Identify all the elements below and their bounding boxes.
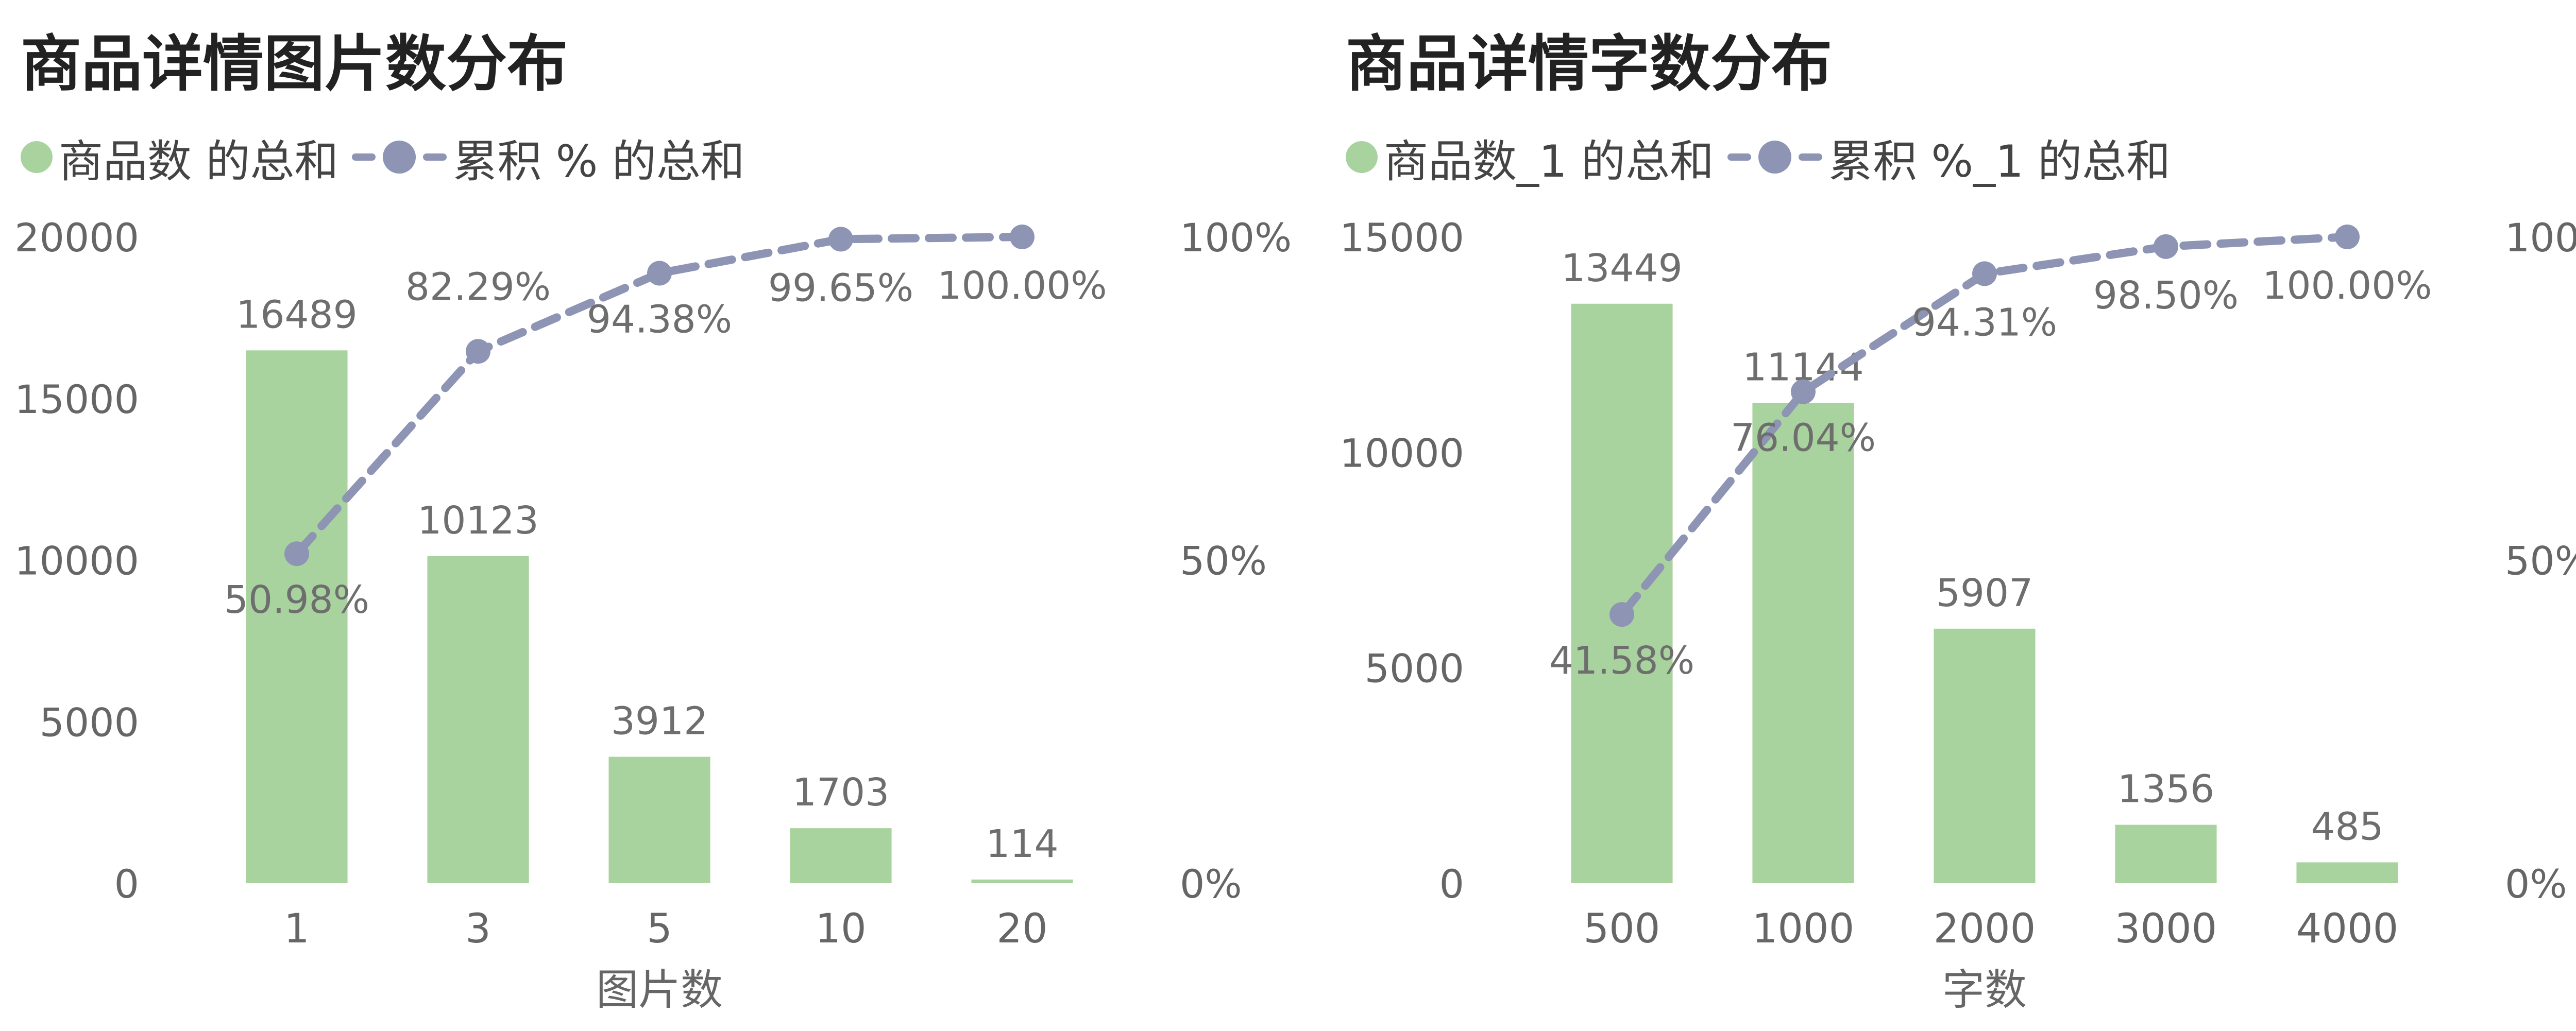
line-point (647, 261, 672, 286)
line-value-label: 99.65% (768, 266, 913, 310)
x-tick-label: 3000 (2115, 906, 2217, 952)
y-left-tick-label: 20000 (14, 215, 139, 261)
chart-title: 商品详情图片数分布 (21, 28, 568, 99)
line-value-label: 94.38% (587, 298, 732, 342)
bar (2115, 824, 2217, 883)
y-left-tick-label: 0 (1439, 861, 1464, 907)
legend-dash (1799, 153, 1823, 161)
line-point (1010, 225, 1035, 249)
line-value-label: 76.04% (1731, 416, 1876, 460)
y-left-tick-label: 10000 (1340, 430, 1464, 476)
y-left-tick-label: 15000 (1340, 215, 1464, 261)
bar (1752, 403, 1854, 883)
chart-panel-word-count: 商品详情字数分布 商品数_1 的总和 累积 %_1 的总和 0 5000 10000… (1325, 0, 2576, 1031)
legend-dash (1727, 153, 1752, 161)
legend-bar-swatch (21, 141, 53, 173)
line-point (284, 541, 309, 566)
chart-plot: 0500010000150000%50%100%1344911144590713… (1340, 215, 2576, 1015)
chart-legend: 商品数 的总和 累积 % 的总和 (21, 129, 745, 187)
legend-bar-swatch (1346, 141, 1378, 173)
line-point (1972, 261, 1997, 286)
bar (1571, 303, 1673, 883)
chart-legend: 商品数_1 的总和 累积 %_1 的总和 (1346, 129, 2171, 187)
x-tick-label: 10 (815, 906, 866, 952)
x-tick-label: 1000 (1752, 906, 1855, 952)
legend-line-swatch (352, 141, 447, 174)
bar (1934, 628, 2036, 883)
y-right-tick-label: 0% (1180, 861, 1242, 907)
x-tick-label: 1 (284, 906, 310, 952)
line-point (2335, 225, 2360, 249)
bar (790, 828, 892, 883)
bar (246, 350, 348, 884)
legend-line-swatch (1727, 141, 1823, 174)
y-right-tick-label: 50% (2505, 538, 2576, 584)
legend-line-label: 累积 %_1 的总和 (1828, 135, 2171, 187)
x-tick-label: 4000 (2296, 906, 2399, 952)
bar-value-label: 485 (2311, 804, 2383, 849)
bar-value-label: 13449 (1561, 246, 1682, 290)
chart-plot: 0 5000 10000 15000 20000 0% 50% 100% 16489 10123 3… (14, 215, 1292, 1015)
bar (2296, 862, 2398, 883)
line-value-label: 100.00% (937, 264, 1107, 308)
x-tick-label: 20 (996, 906, 1047, 952)
x-tick-label: 2000 (1934, 906, 2036, 952)
y-left-tick-label: 0 (114, 861, 139, 907)
legend-marker (1758, 141, 1792, 174)
legend-line-label: 累积 % 的总和 (453, 135, 745, 187)
bar-value-label: 3912 (611, 699, 708, 744)
line-point (1791, 379, 1816, 404)
bar-value-label: 1703 (792, 770, 889, 815)
line-value-label: 41.58% (1549, 639, 1694, 683)
x-tick-label: 5 (647, 906, 672, 952)
bar (427, 556, 529, 883)
legend-bar-label: 商品数_1 的总和 (1384, 135, 1715, 187)
line-value-label: 98.50% (2093, 273, 2239, 318)
x-tick-label: 3 (465, 906, 491, 952)
y-right-tick-label: 100% (1180, 215, 1292, 261)
legend-marker (383, 141, 416, 174)
legend-dash (352, 153, 376, 161)
line-value-label: 94.31% (1912, 300, 2057, 345)
y-left-tick-label: 5000 (1365, 646, 1464, 692)
line-value-label: 100.00% (2262, 264, 2432, 308)
y-left-tick-label: 15000 (14, 376, 139, 422)
y-right-tick-label: 0% (2505, 861, 2567, 907)
bar (608, 757, 710, 883)
x-axis-title: 图片数 (596, 966, 723, 1015)
x-axis-title: 字数 (1942, 966, 2027, 1015)
chart-panel-image-count: 商品详情图片数分布 商品数 的总和 累积 % 的总和 0 5000 10000 150… (14, 28, 1292, 1015)
bar-value-label: 5907 (1936, 571, 2033, 615)
line-point (466, 339, 490, 364)
bar (971, 879, 1073, 883)
y-right-tick-label: 100% (2505, 215, 2576, 261)
y-left-tick-label: 10000 (14, 538, 139, 584)
line-point (828, 227, 853, 252)
legend-bar-label: 商品数 的总和 (59, 135, 339, 187)
bar-value-label: 16489 (236, 293, 357, 337)
x-tick-label: 500 (1584, 906, 1660, 952)
bar-value-label: 1356 (2117, 767, 2214, 812)
line-point (2154, 234, 2178, 259)
y-right-tick-label: 50% (1180, 538, 1267, 584)
legend-dash (423, 153, 447, 161)
bar-value-label: 10123 (417, 499, 538, 543)
line-point (1609, 602, 1634, 627)
y-left-tick-label: 5000 (40, 699, 139, 745)
line-value-label: 82.29% (405, 265, 551, 309)
bar-value-label: 114 (986, 822, 1058, 866)
line-value-label: 50.98% (224, 578, 369, 622)
chart-title: 商品详情字数分布 (1346, 28, 1833, 99)
